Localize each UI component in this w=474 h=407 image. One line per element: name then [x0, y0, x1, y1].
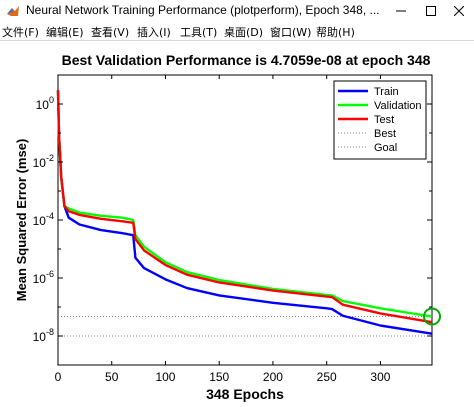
x-tick-label: 300: [370, 370, 390, 384]
legend-label-goal: Goal: [374, 142, 397, 154]
x-tick-label: 150: [209, 370, 229, 384]
y-tick-label: 10-4: [33, 211, 54, 228]
menu-help[interactable]: 帮助(H): [316, 26, 355, 39]
minimize-button[interactable]: [386, 0, 416, 22]
window-title: Neural Network Training Performance (plo…: [26, 3, 380, 17]
y-tick-label: 10-2: [33, 153, 54, 170]
x-tick-label: 250: [317, 370, 337, 384]
menu-insert[interactable]: 插入(I): [137, 26, 171, 39]
menu-bar: 文件(F) 编辑(E) 查看(V) 插入(I) 工具(T) 桌面(D) 窗口(W…: [0, 22, 474, 40]
close-button[interactable]: [444, 0, 474, 22]
legend-label-train: Train: [374, 86, 399, 98]
window-titlebar: Neural Network Training Performance (plo…: [0, 0, 474, 22]
x-axis-label: 348 Epochs: [206, 386, 284, 402]
x-tick-label: 0: [55, 370, 62, 384]
minimize-icon: [396, 10, 406, 12]
series-test-line: [56, 90, 433, 324]
x-tick-label: 100: [155, 370, 175, 384]
menu-edit[interactable]: 编辑(E): [46, 26, 84, 39]
best-point-marker: [423, 307, 441, 326]
menu-desktop[interactable]: 桌面(D): [224, 26, 264, 39]
x-tick-label: 50: [105, 370, 119, 384]
y-tick-label: 10-6: [33, 269, 54, 286]
legend-label-test: Test: [374, 114, 394, 126]
y-axis-label: Mean Squared Error (mse): [14, 139, 29, 302]
close-icon: [454, 6, 464, 16]
chart-title: Best Validation Performance is 4.7059e-0…: [62, 52, 431, 68]
menu-window[interactable]: 窗口(W): [270, 26, 312, 39]
menu-tools[interactable]: 工具(T): [180, 26, 218, 39]
performance-chart: Best Validation Performance is 4.7059e-0…: [14, 52, 441, 402]
legend-label-best: Best: [374, 128, 396, 140]
x-tick-label: 200: [263, 370, 283, 384]
maximize-icon: [426, 6, 436, 16]
menu-file[interactable]: 文件(F): [2, 26, 39, 39]
matlab-icon: [6, 4, 20, 18]
figure-area: Best Validation Performance is 4.7059e-0…: [0, 40, 474, 402]
menu-view[interactable]: 查看(V): [91, 26, 130, 39]
legend-label-validation: Validation: [374, 100, 422, 112]
y-tick-label: 100: [36, 95, 54, 112]
maximize-button[interactable]: [416, 0, 446, 22]
y-tick-label: 10-8: [33, 327, 54, 344]
